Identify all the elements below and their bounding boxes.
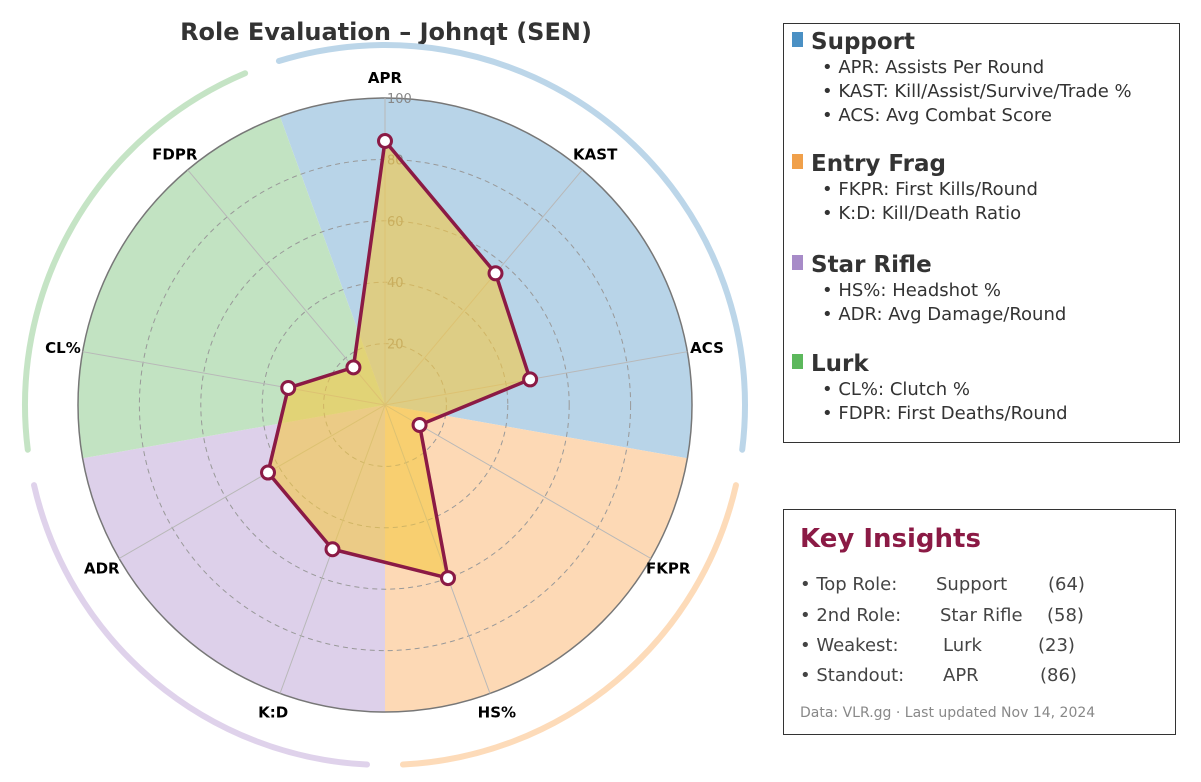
legend-swatch-support	[792, 31, 803, 47]
legend-metric: • CL%: Clutch %	[822, 379, 970, 400]
insight-label: • Top Role:	[800, 574, 898, 595]
legend-group-lurk: Lurk • CL%: Clutch % • FDPR: First Death…	[792, 350, 1068, 426]
axis-label-kast: KAST	[573, 146, 618, 164]
chart-title: Role Evaluation – Johnqt (SEN)	[180, 18, 592, 46]
insight-role: Lurk	[943, 635, 982, 656]
legend-metric: • KAST: Kill/Assist/Survive/Trade %	[822, 81, 1132, 102]
legend-role-name: Star Rifle	[811, 252, 932, 278]
insight-label: • Standout:	[800, 665, 905, 686]
legend-metric: • K:D: Kill/Death Ratio	[822, 203, 1022, 224]
legend-group-star-rifle: Star Rifle • HS%: Headshot % • ADR: Avg …	[792, 251, 1066, 327]
insight-score: (64)	[1048, 574, 1085, 595]
legend-metric: • FDPR: First Deaths/Round	[822, 403, 1068, 424]
role-sector-entry-frag	[385, 405, 688, 712]
axis-label-apr: APR	[368, 69, 403, 87]
role-legend: Support • APR: Assists Per Round • KAST:…	[783, 23, 1180, 443]
legend-metric: • FKPR: First Kills/Round	[822, 179, 1038, 200]
legend-role-name: Support	[811, 29, 916, 55]
data-point-fdpr	[345, 359, 362, 376]
insights-title: Key Insights	[800, 524, 981, 554]
legend-role-name: Entry Frag	[811, 151, 946, 177]
insight-role: Star Rifle	[940, 605, 1023, 626]
role-arc-support	[275, 42, 748, 453]
data-point-acs	[522, 371, 539, 388]
role-arc-lurk	[22, 70, 249, 453]
legend-metric: • HS%: Headshot %	[822, 280, 1001, 301]
axis-label-fdpr: FDPR	[152, 146, 198, 164]
data-point-hs	[440, 570, 457, 587]
radar-spoke	[384, 404, 652, 559]
insight-role: APR	[943, 665, 979, 686]
data-point-kast	[487, 265, 504, 282]
legend-group-support: Support • APR: Assists Per Round • KAST:…	[792, 28, 1132, 128]
radial-tick-label: 100	[387, 92, 412, 107]
data-point-fkpr	[411, 416, 428, 433]
axis-label-hs: HS%	[478, 703, 516, 721]
legend-metric: • APR: Assists Per Round	[822, 57, 1045, 78]
legend-swatch-entry-frag	[792, 153, 803, 169]
series-area	[266, 139, 532, 580]
legend-group-entry-frag: Entry Frag • FKPR: First Kills/Round • K…	[792, 150, 1038, 226]
legend-swatch-lurk	[792, 353, 803, 369]
insight-score: (23)	[1038, 635, 1075, 656]
legend-metric: • ADR: Avg Damage/Round	[822, 304, 1067, 325]
axis-labels: APR KAST ACS FKPR HS% K:D ADR CL% FDPR	[45, 69, 724, 721]
role-arc-star-rifle	[31, 482, 371, 768]
role-arcs	[22, 42, 748, 768]
insight-label: • Weakest:	[800, 635, 899, 656]
insights-footer: Data: VLR.gg · Last updated Nov 14, 2024	[800, 705, 1096, 721]
insight-score: (86)	[1040, 665, 1077, 686]
radar-chart: Role Evaluation – Johnqt (SEN) 204060801…	[22, 18, 748, 768]
data-point-kd	[324, 541, 341, 558]
insight-score: (58)	[1047, 605, 1084, 626]
data-point-adr	[260, 464, 277, 481]
key-insights-panel: Key Insights • Top Role: Support (64) • …	[783, 509, 1176, 735]
insight-role: Support	[936, 574, 1008, 595]
legend-metric: • ACS: Avg Combat Score	[822, 105, 1052, 126]
axis-label-cl: CL%	[45, 339, 81, 357]
axis-label-acs: ACS	[690, 339, 724, 357]
axis-label-fkpr: FKPR	[646, 560, 691, 578]
role-arc-entry-frag	[399, 482, 739, 768]
axis-label-kd: K:D	[258, 703, 288, 721]
legend-role-name: Lurk	[811, 351, 869, 377]
insight-label: • 2nd Role:	[800, 605, 902, 626]
legend-swatch-star-rifle	[792, 254, 803, 270]
axis-label-adr: ADR	[84, 560, 120, 578]
data-point-apr	[377, 132, 393, 149]
player-series	[260, 132, 539, 587]
data-point-cl	[280, 379, 297, 396]
